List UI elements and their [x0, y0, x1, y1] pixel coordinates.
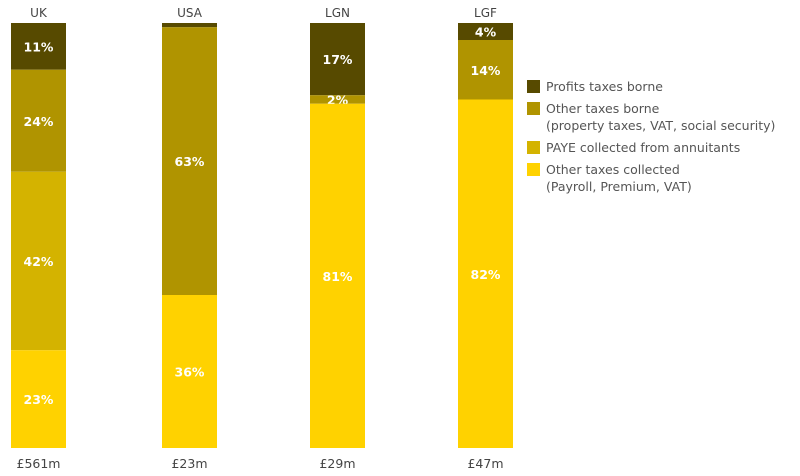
data-label: 82%	[471, 267, 501, 282]
data-label: 81%	[323, 269, 353, 284]
legend-text: Other taxes collected (Payroll, Premium, …	[546, 161, 692, 195]
bar-segment	[162, 23, 217, 28]
legend-label: Profits taxes borne	[546, 79, 663, 94]
data-label: 11%	[24, 39, 54, 54]
legend-item: Other taxes borne (property taxes, VAT, s…	[527, 100, 775, 134]
bar-segment	[310, 95, 365, 104]
total-label: £29m	[319, 456, 355, 471]
bar-segment	[458, 40, 513, 100]
bar-segment	[458, 23, 513, 40]
legend-sublabel: (Payroll, Premium, VAT)	[546, 179, 692, 194]
category-label: LGF	[474, 6, 497, 20]
legend-text: PAYE collected from annuitants	[546, 139, 740, 156]
data-label: 14%	[471, 63, 501, 78]
legend-label: PAYE collected from annuitants	[546, 140, 741, 155]
bar-segment	[162, 295, 217, 448]
legend-swatch	[527, 141, 540, 154]
data-label: 36%	[175, 365, 205, 380]
legend-swatch	[527, 102, 540, 115]
legend-item: Other taxes collected (Payroll, Premium, …	[527, 161, 775, 195]
bar-segment	[310, 23, 365, 96]
legend-swatch	[527, 80, 540, 93]
data-label: 4%	[475, 25, 497, 40]
legend-label: Other taxes collected	[546, 162, 680, 177]
data-label: 63%	[175, 154, 205, 169]
total-label: £47m	[467, 456, 503, 471]
legend-text: Profits taxes borne	[546, 78, 663, 95]
bar-segment	[11, 23, 66, 70]
legend-item: Profits taxes borne	[527, 78, 775, 95]
bar-segment	[310, 103, 365, 448]
data-label: 23%	[24, 392, 54, 407]
data-label: 42%	[24, 254, 54, 269]
data-label: 24%	[24, 114, 54, 129]
legend: Profits taxes borne Other taxes borne (pro…	[527, 78, 775, 200]
total-label: £561m	[17, 456, 61, 471]
legend-sublabel: (property taxes, VAT, social security)	[546, 118, 776, 133]
bar-segment	[11, 171, 66, 351]
bar-segment	[11, 350, 66, 448]
bar-segment	[458, 99, 513, 448]
legend-swatch	[527, 163, 540, 176]
category-label: USA	[177, 6, 203, 20]
total-label: £23m	[171, 456, 207, 471]
bar-segment	[11, 69, 66, 172]
legend-item: PAYE collected from annuitants	[527, 139, 775, 156]
legend-label: Other taxes borne	[546, 101, 660, 116]
bar-segment	[162, 27, 217, 295]
data-label: 17%	[323, 52, 353, 67]
legend-text: Other taxes borne (property taxes, VAT, s…	[546, 100, 775, 134]
category-label: UK	[30, 6, 48, 20]
category-label: LGN	[325, 6, 350, 20]
